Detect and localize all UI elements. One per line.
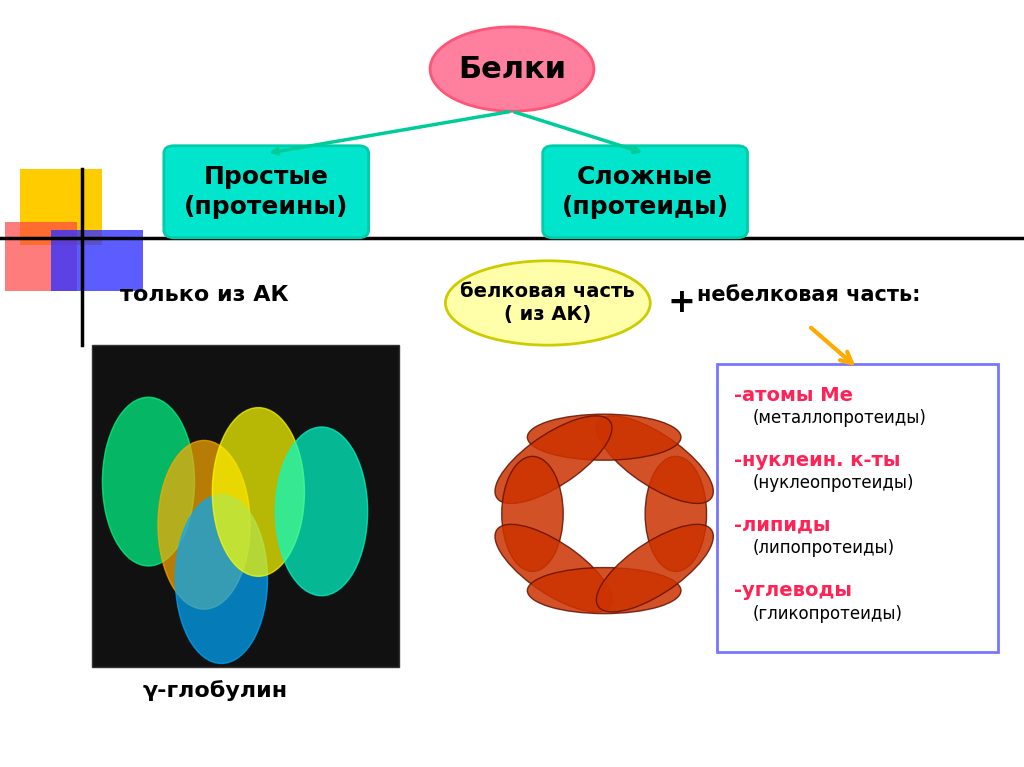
Text: Простые
(протеины): Простые (протеины) (184, 165, 348, 219)
Ellipse shape (645, 456, 707, 571)
Text: +: + (667, 286, 695, 320)
FancyBboxPatch shape (20, 169, 102, 245)
Text: -липиды: -липиды (734, 516, 830, 535)
FancyBboxPatch shape (164, 146, 369, 238)
Text: -углеводы: -углеводы (734, 581, 852, 600)
Text: -нуклеин. к-ты: -нуклеин. к-ты (734, 451, 901, 469)
Ellipse shape (158, 440, 250, 609)
FancyBboxPatch shape (51, 230, 143, 291)
Text: только из АК: только из АК (121, 285, 289, 305)
Text: γ-глобулин: γ-глобулин (142, 680, 288, 701)
FancyBboxPatch shape (717, 364, 998, 652)
Ellipse shape (596, 525, 714, 612)
Ellipse shape (502, 456, 563, 571)
Ellipse shape (430, 27, 594, 111)
Ellipse shape (275, 427, 368, 596)
Text: -атомы Ме: -атомы Ме (734, 386, 853, 404)
Ellipse shape (102, 397, 195, 566)
Text: (металлопротеиды): (металлопротеиды) (753, 409, 927, 427)
FancyBboxPatch shape (5, 222, 77, 291)
Text: Сложные
(протеиды): Сложные (протеиды) (561, 165, 729, 219)
Text: белковая часть
( из АК): белковая часть ( из АК) (461, 281, 635, 324)
Ellipse shape (495, 416, 612, 503)
Text: (липопротеиды): (липопротеиды) (753, 539, 895, 558)
Text: Белки: Белки (458, 54, 566, 84)
FancyBboxPatch shape (492, 345, 717, 667)
Ellipse shape (527, 568, 681, 614)
Ellipse shape (527, 414, 681, 460)
Ellipse shape (445, 261, 650, 345)
FancyBboxPatch shape (543, 146, 748, 238)
Ellipse shape (495, 525, 612, 612)
Ellipse shape (175, 495, 267, 663)
Ellipse shape (596, 416, 714, 503)
Ellipse shape (212, 407, 304, 576)
FancyBboxPatch shape (92, 345, 399, 667)
Text: небелковая часть:: небелковая часть: (697, 285, 921, 305)
Text: (гликопротеиды): (гликопротеиды) (753, 604, 902, 623)
Text: (нуклеопротеиды): (нуклеопротеиды) (753, 474, 914, 492)
